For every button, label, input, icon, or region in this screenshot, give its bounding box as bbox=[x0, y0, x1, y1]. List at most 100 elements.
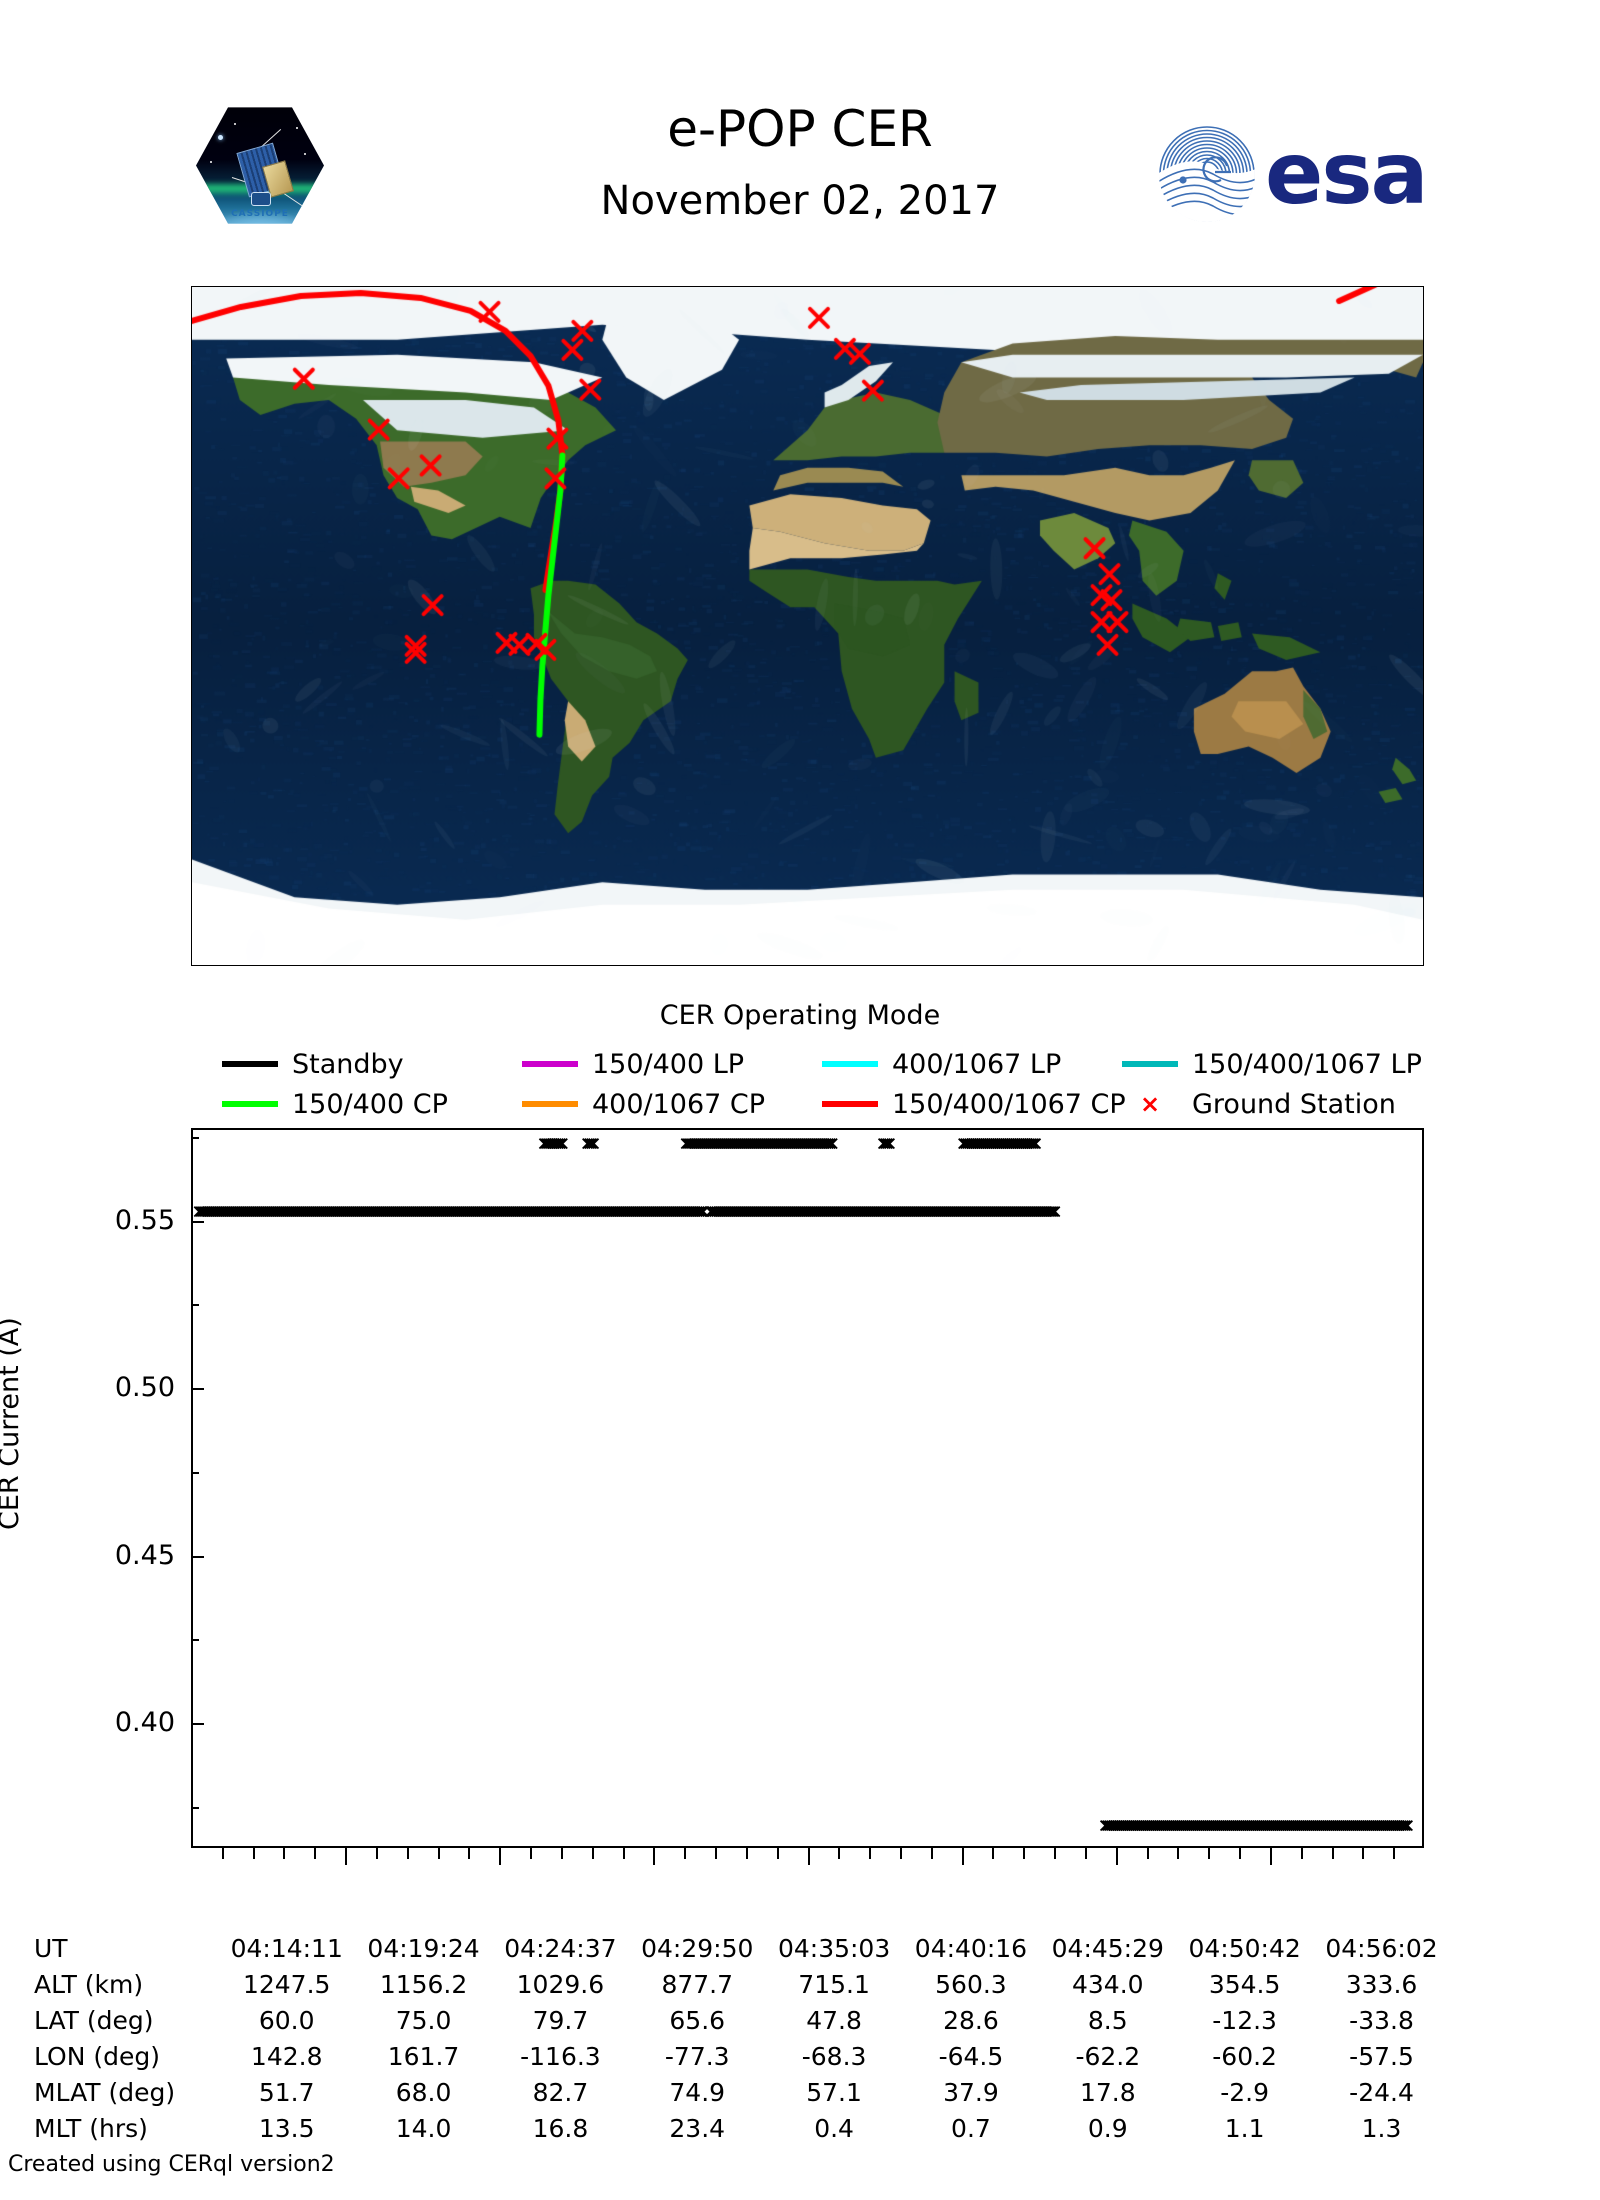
x-axis-tick bbox=[992, 1848, 994, 1859]
legend-item-standby[interactable]: Standby bbox=[222, 1046, 404, 1082]
table-cell: -24.4 bbox=[1313, 2074, 1450, 2110]
x-axis-tick bbox=[253, 1848, 255, 1859]
table-row: LAT (deg) 60.0 75.0 79.7 65.6 47.8 28.6 8.5 -12.… bbox=[30, 2002, 1450, 2038]
world-map-ground-track[interactable]: 04:14:11 UT 04:56:02 UT bbox=[191, 286, 1424, 966]
y-axis-tick-label: 0.45 bbox=[45, 1540, 175, 1571]
table-cell: 82.7 bbox=[492, 2074, 629, 2110]
table-cell: 1029.6 bbox=[492, 1966, 629, 2002]
table-cell: 0.7 bbox=[903, 2110, 1040, 2146]
table-cell: 1.1 bbox=[1176, 2110, 1313, 2146]
x-axis-tick bbox=[1023, 1848, 1025, 1859]
legend-item-label: 400/1067 CP bbox=[592, 1089, 765, 1120]
table-cell: 17.8 bbox=[1039, 2074, 1176, 2110]
table-cell: -57.5 bbox=[1313, 2038, 1450, 2074]
table-cell: 354.5 bbox=[1176, 1966, 1313, 2002]
table-row-label: ALT (km) bbox=[30, 1966, 218, 2002]
table-cell: 04:14:11 bbox=[218, 1930, 355, 1966]
x-axis-tick bbox=[653, 1848, 655, 1865]
legend-item-ground-station[interactable]: × Ground Station bbox=[1122, 1086, 1396, 1122]
legend-color-swatch bbox=[222, 1061, 278, 1067]
table-cell: 60.0 bbox=[218, 2002, 355, 2038]
y-axis-minor-tick bbox=[191, 1304, 199, 1306]
legend-item-label: 150/400/1067 CP bbox=[892, 1089, 1126, 1120]
footer-credit: Created using CERql version2 bbox=[8, 2152, 335, 2177]
data-point: ✕ bbox=[554, 1136, 570, 1155]
legend-item-150-400-lp[interactable]: 150/400 LP bbox=[522, 1046, 744, 1082]
data-point: ✕ bbox=[1047, 1204, 1063, 1223]
table-cell: 877.7 bbox=[629, 1966, 766, 2002]
esa-swirl-icon bbox=[1155, 122, 1259, 226]
x-axis-tick bbox=[1147, 1848, 1149, 1859]
table-cell: -33.8 bbox=[1313, 2002, 1450, 2038]
legend-item-150-400-1067-lp[interactable]: 150/400/1067 LP bbox=[1122, 1046, 1422, 1082]
table-cell: -64.5 bbox=[903, 2038, 1040, 2074]
x-axis-tick bbox=[499, 1848, 501, 1865]
legend-item-150-400-1067-cp[interactable]: 150/400/1067 CP bbox=[822, 1086, 1126, 1122]
table-cell: 04:35:03 bbox=[766, 1930, 903, 1966]
x-axis-tick bbox=[222, 1848, 224, 1859]
table-row-label: LAT (deg) bbox=[30, 2002, 218, 2038]
y-axis-tick-label: 0.50 bbox=[45, 1372, 175, 1403]
x-axis-tick bbox=[869, 1848, 871, 1859]
x-axis-tick bbox=[1054, 1848, 1056, 1859]
table-cell: -77.3 bbox=[629, 2038, 766, 2074]
table-cell: 65.6 bbox=[629, 2002, 766, 2038]
table-cell: 16.8 bbox=[492, 2110, 629, 2146]
table-cell: 434.0 bbox=[1039, 1966, 1176, 2002]
map-canvas bbox=[192, 287, 1423, 965]
table-cell: 37.9 bbox=[903, 2074, 1040, 2110]
table-cell: 1156.2 bbox=[355, 1966, 492, 2002]
x-axis-tick bbox=[1208, 1848, 1210, 1859]
x-axis-tick bbox=[561, 1848, 563, 1859]
legend-color-swatch bbox=[522, 1101, 578, 1107]
table-row: ALT (km) 1247.5 1156.2 1029.6 877.7 715.1 560.… bbox=[30, 1966, 1450, 2002]
table-cell: 715.1 bbox=[766, 1966, 903, 2002]
x-axis-tick bbox=[746, 1848, 748, 1859]
y-axis-tick bbox=[191, 1221, 204, 1223]
x-axis-tick bbox=[900, 1848, 902, 1859]
table-cell: 04:56:02 bbox=[1313, 1930, 1450, 1966]
x-axis-tick bbox=[345, 1848, 347, 1865]
legend-item-label: 150/400 LP bbox=[592, 1049, 744, 1080]
x-axis-tick bbox=[684, 1848, 686, 1859]
table-cell: 04:50:42 bbox=[1176, 1930, 1313, 1966]
data-point: ✕ bbox=[1028, 1136, 1044, 1155]
cer-current-plot[interactable]: ✕ ✕ ✕ ✕ ✕ ✕ ✕ ✕ ✕ ✕ ✕ ✕ ✕ ✕ ✕ ✕ ✕ ✕ ✕ ✕ ✕ ✕ ✕ ✕ ✕ ✕ ✕ ✕ ✕ ✕ ✕ ✕ ✕ ✕ ✕ ✕ ✕ ✕ ✕ ✕… bbox=[191, 1128, 1424, 1848]
table-cell: 23.4 bbox=[629, 2110, 766, 2146]
table-cell: -116.3 bbox=[492, 2038, 629, 2074]
ground-station-marker-icon: × bbox=[1122, 1092, 1178, 1116]
table-cell: 28.6 bbox=[903, 2002, 1040, 2038]
table-cell: 74.9 bbox=[629, 2074, 766, 2110]
table-cell: 57.1 bbox=[766, 2074, 903, 2110]
x-axis-tick bbox=[1301, 1848, 1303, 1859]
legend-item-150-400-cp[interactable]: 150/400 CP bbox=[222, 1086, 448, 1122]
legend-item-400-1067-lp[interactable]: 400/1067 LP bbox=[822, 1046, 1061, 1082]
x-axis-tick bbox=[715, 1848, 717, 1859]
y-axis-minor-tick bbox=[191, 1639, 199, 1641]
x-axis-tick bbox=[530, 1848, 532, 1859]
x-axis-tick bbox=[623, 1848, 625, 1859]
x-axis-tick bbox=[592, 1848, 594, 1859]
table-cell: 14.0 bbox=[355, 2110, 492, 2146]
esa-logo-icon: esa bbox=[1155, 120, 1450, 228]
x-axis-tick bbox=[438, 1848, 440, 1859]
legend-item-label: 150/400/1067 LP bbox=[1192, 1049, 1422, 1080]
table-cell: -62.2 bbox=[1039, 2038, 1176, 2074]
table-cell: 04:24:37 bbox=[492, 1930, 629, 1966]
table-row-label: MLAT (deg) bbox=[30, 2074, 218, 2110]
legend-item-400-1067-cp[interactable]: 400/1067 CP bbox=[522, 1086, 765, 1122]
legend-title: CER Operating Mode bbox=[0, 1000, 1600, 1031]
page-header: CASSIOPE e-POP CER November 02, 2017 bbox=[0, 0, 1600, 270]
table-cell: 79.7 bbox=[492, 2002, 629, 2038]
x-axis-tick bbox=[468, 1848, 470, 1859]
table-cell: -2.9 bbox=[1176, 2074, 1313, 2110]
table-cell: 04:45:29 bbox=[1039, 1930, 1176, 1966]
table-cell: -12.3 bbox=[1176, 2002, 1313, 2038]
table-cell: 1247.5 bbox=[218, 1966, 355, 2002]
x-axis-tick bbox=[777, 1848, 779, 1859]
legend: Standby 150/400 LP 400/1067 LP 150/400/1067… bbox=[222, 1046, 1402, 1124]
ephemeris-table: UT 04:14:11 04:19:24 04:24:37 04:29:50 04:35:… bbox=[30, 1930, 1450, 2146]
data-point: ✕ bbox=[1399, 1817, 1415, 1836]
x-axis-tick bbox=[838, 1848, 840, 1859]
table-cell: 142.8 bbox=[218, 2038, 355, 2074]
